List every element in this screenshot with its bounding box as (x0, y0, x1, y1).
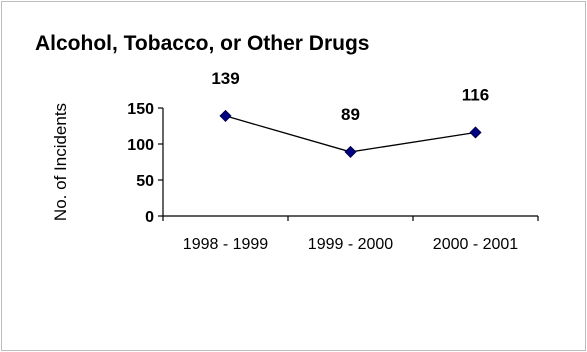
y-tick-label: 150 (127, 101, 154, 118)
data-label: 139 (211, 69, 239, 88)
x-tick-label: 1998 - 1999 (183, 236, 269, 253)
chart-title: Alcohol, Tobacco, or Other Drugs (35, 32, 370, 55)
x-tick-label: 2000 - 2001 (433, 236, 519, 253)
data-label: 116 (462, 85, 489, 104)
y-axis-label: No. of Incidents (51, 103, 70, 221)
y-tick-label: 100 (127, 137, 154, 154)
data-point-marker (469, 126, 482, 139)
y-tick-label: 0 (145, 209, 154, 226)
data-point-marker (219, 109, 232, 122)
data-label: 89 (341, 105, 360, 124)
data-point-marker (344, 145, 357, 158)
y-tick-label: 50 (136, 173, 154, 190)
x-tick-label: 1999 - 2000 (308, 236, 394, 253)
